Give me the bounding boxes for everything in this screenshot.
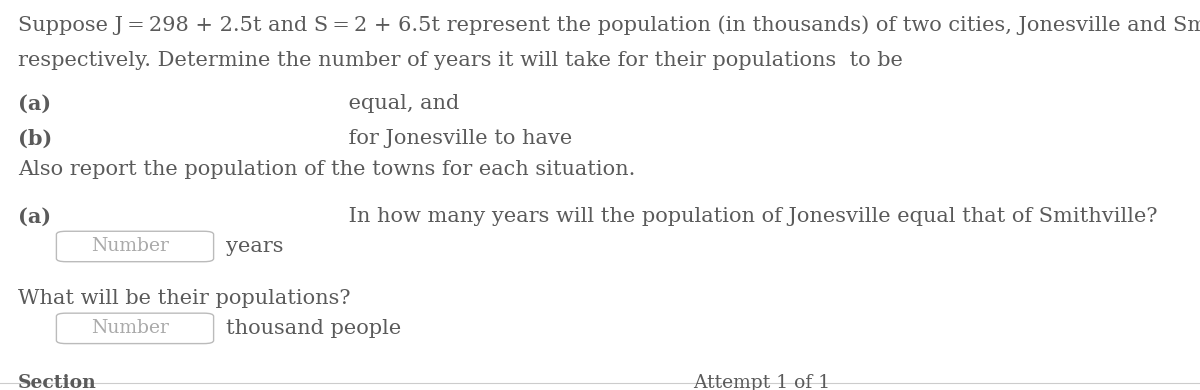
Text: equal, and: equal, and [342, 94, 460, 113]
FancyBboxPatch shape [56, 231, 214, 262]
Text: (b): (b) [18, 129, 53, 149]
Text: Number: Number [91, 238, 169, 255]
Text: What will be their populations?: What will be their populations? [18, 289, 350, 308]
Text: In how many years will the population of Jonesville equal that of Smithville?: In how many years will the population of… [342, 207, 1158, 226]
Text: Suppose J = 298 + 2.5t and S = 2 + 6.5t represent the population (in thousands) : Suppose J = 298 + 2.5t and S = 2 + 6.5t … [18, 16, 1200, 35]
Text: Section: Section [18, 374, 97, 390]
Text: Also report the population of the towns for each situation.: Also report the population of the towns … [18, 160, 635, 179]
Text: respectively. Determine the number of years it will take for their populations  : respectively. Determine the number of ye… [18, 51, 902, 70]
Text: Attempt 1 of 1: Attempt 1 of 1 [676, 374, 830, 390]
Text: years: years [226, 237, 283, 256]
Text: (a): (a) [18, 94, 52, 113]
Text: thousand people: thousand people [226, 319, 401, 338]
Text: Number: Number [91, 319, 169, 337]
Text: (a): (a) [18, 207, 52, 227]
Text: for Jonesville to have: for Jonesville to have [342, 129, 578, 148]
FancyBboxPatch shape [56, 313, 214, 344]
